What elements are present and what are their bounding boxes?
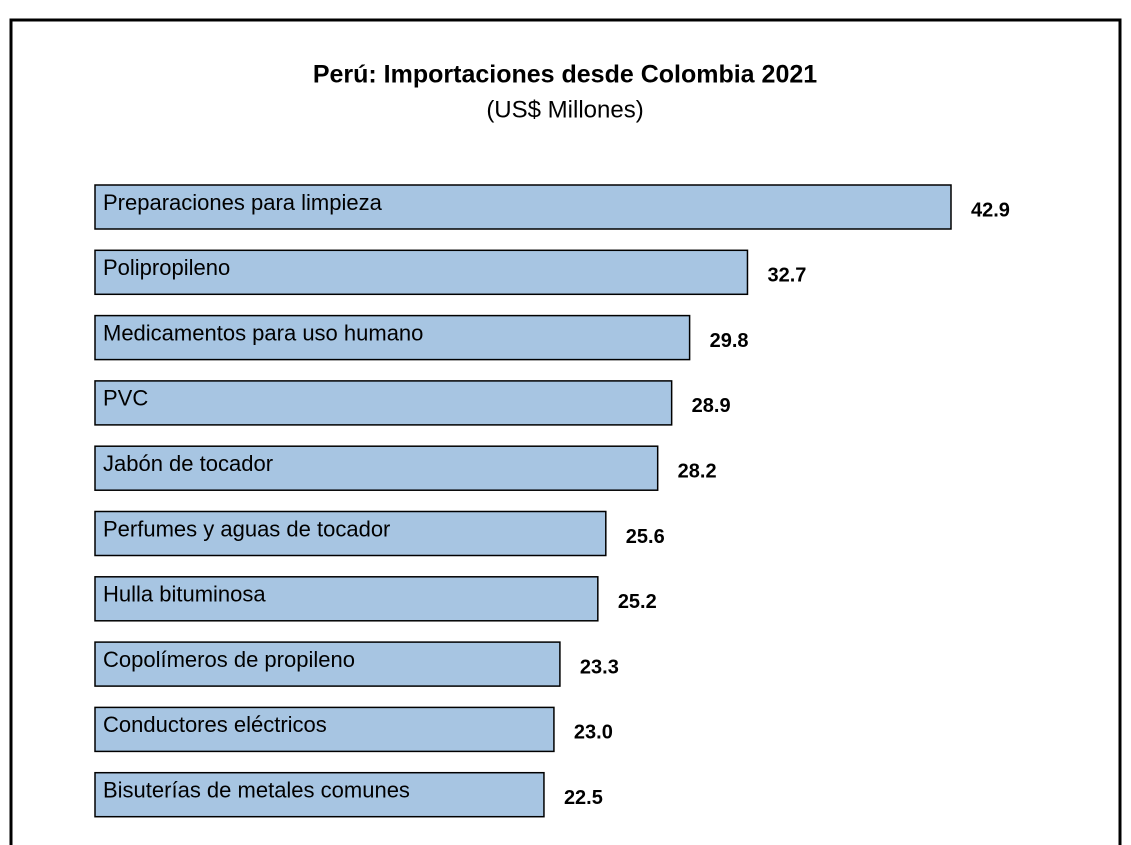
value-label: 28.2 [678, 460, 717, 482]
chart-title: Perú: Importaciones desde Colombia 2021 [313, 61, 817, 89]
bar [94, 510, 607, 557]
category-label: Medicamentos para uso humano [103, 320, 423, 345]
value-label: 22.5 [564, 787, 603, 809]
category-label: Hulla bituminosa [103, 582, 266, 607]
category-label: Bisuterías de metales comunes [103, 778, 410, 803]
frame [9, 18, 1122, 845]
category-label: Polipropileno [103, 255, 230, 280]
chart-subtitle: (US$ Millones) [486, 96, 643, 123]
bar [94, 184, 952, 230]
value-label: 28.9 [692, 395, 731, 417]
value-label: 25.2 [618, 591, 657, 613]
bar [94, 314, 691, 361]
value-label: 42.9 [971, 199, 1010, 221]
category-label: Copolímeros de propileno [103, 647, 355, 672]
bar [94, 641, 561, 687]
value-label: 32.7 [767, 265, 806, 287]
category-label: Preparaciones para limpieza [103, 190, 383, 215]
bar [94, 576, 599, 622]
value-label: 23.0 [574, 722, 613, 744]
bar [94, 706, 555, 753]
value-label: 29.8 [710, 330, 749, 352]
bar [94, 380, 673, 426]
category-label: PVC [103, 386, 148, 411]
category-label: Conductores eléctricos [103, 712, 327, 737]
category-label: Perfumes y aguas de tocador [103, 516, 390, 541]
bar [94, 445, 659, 491]
value-label: 23.3 [580, 656, 619, 678]
value-label: 25.6 [626, 526, 665, 548]
category-label: Jabón de tocador [103, 451, 273, 476]
bar [94, 771, 545, 818]
bar [94, 249, 749, 296]
